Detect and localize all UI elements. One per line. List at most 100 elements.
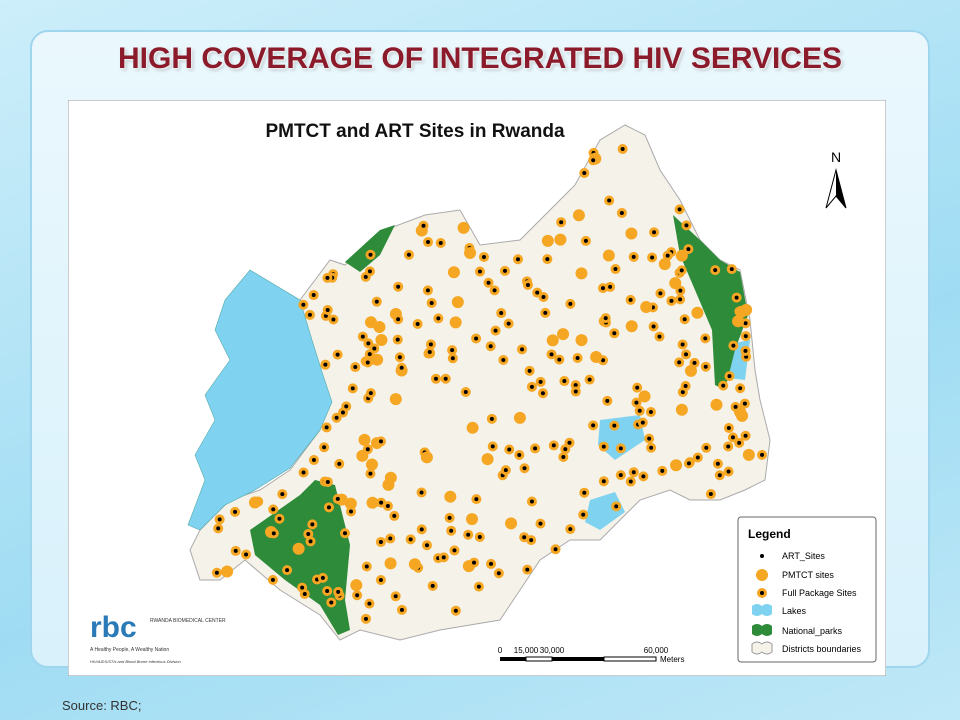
site <box>743 433 748 438</box>
site <box>638 390 651 403</box>
site <box>477 269 482 274</box>
site <box>568 301 573 306</box>
site <box>450 356 455 361</box>
site <box>399 607 404 612</box>
site <box>388 536 393 541</box>
site <box>342 531 347 536</box>
legend-symbol <box>751 641 773 655</box>
site <box>619 210 624 215</box>
site <box>366 496 379 509</box>
site <box>760 452 765 457</box>
scale-seg <box>525 656 553 662</box>
site <box>307 312 312 317</box>
site <box>581 512 586 517</box>
scale-label: 0 <box>498 646 503 655</box>
legend-symbol <box>756 569 768 581</box>
site <box>363 616 368 621</box>
site <box>433 376 438 381</box>
site <box>334 415 339 420</box>
scale-unit: Meters <box>660 655 684 664</box>
site <box>474 497 479 502</box>
site <box>554 233 567 246</box>
site <box>563 447 568 452</box>
site <box>735 305 748 318</box>
site <box>308 539 313 544</box>
site <box>428 342 433 347</box>
site <box>301 302 306 307</box>
site <box>540 391 545 396</box>
site <box>302 591 307 596</box>
site <box>743 348 748 353</box>
legend-symbol <box>752 604 772 616</box>
site <box>350 579 363 592</box>
site <box>371 353 384 366</box>
site <box>732 315 745 328</box>
site <box>452 548 457 553</box>
site <box>492 288 497 293</box>
site <box>481 453 494 466</box>
site <box>419 490 424 495</box>
site <box>474 336 479 341</box>
site <box>364 564 369 569</box>
site <box>647 436 652 441</box>
site <box>300 585 305 590</box>
site <box>466 513 479 526</box>
site <box>488 344 493 349</box>
site <box>322 445 327 450</box>
site <box>378 577 383 582</box>
site <box>320 575 325 580</box>
site <box>280 492 285 497</box>
site <box>634 400 639 405</box>
site <box>356 449 369 462</box>
site <box>543 310 548 315</box>
site <box>271 507 276 512</box>
site <box>429 300 434 305</box>
site <box>575 355 580 360</box>
logo-motto: A Healthy People, A Wealthy Nation <box>90 647 169 653</box>
site <box>620 146 625 151</box>
site <box>640 301 653 314</box>
logo-division: HIV/AIDS/STIs and Blood Borne Infectious… <box>90 659 181 664</box>
site <box>680 390 685 395</box>
site <box>270 577 275 582</box>
north-label: N <box>831 149 841 165</box>
site <box>406 252 411 257</box>
site <box>603 316 608 321</box>
site <box>368 471 373 476</box>
site <box>669 277 682 290</box>
site <box>490 444 495 449</box>
site <box>506 321 511 326</box>
site <box>652 230 657 235</box>
site <box>424 543 429 548</box>
site <box>737 440 742 445</box>
site <box>743 334 748 339</box>
site <box>489 416 494 421</box>
site <box>384 471 397 484</box>
site <box>713 268 718 273</box>
site <box>221 565 234 578</box>
site <box>665 253 670 258</box>
logo-name: RWANDA BIOMEDICAL CENTER <box>150 618 226 624</box>
site <box>331 317 336 322</box>
site <box>335 352 340 357</box>
site <box>572 209 585 222</box>
site <box>675 249 688 262</box>
site <box>277 516 282 521</box>
site <box>729 267 734 272</box>
legend: Legend ART_Sites PMTCT sites Full Packag… <box>737 516 877 663</box>
site <box>525 567 530 572</box>
site <box>378 439 383 444</box>
site <box>575 334 588 347</box>
site <box>449 528 454 533</box>
site <box>306 532 311 537</box>
site <box>233 509 238 514</box>
site <box>545 257 550 262</box>
site <box>608 284 613 289</box>
site <box>625 227 638 240</box>
scale-seg <box>603 656 657 662</box>
site <box>367 352 372 357</box>
site <box>425 288 430 293</box>
scale-label: 60,000 <box>644 646 669 655</box>
site <box>557 328 570 341</box>
site <box>562 379 567 384</box>
